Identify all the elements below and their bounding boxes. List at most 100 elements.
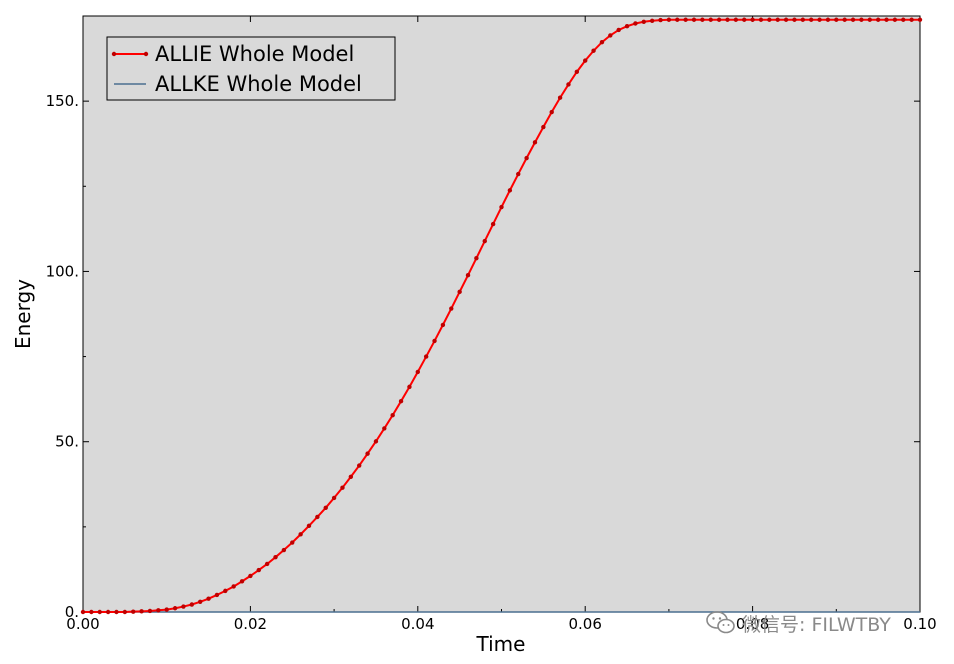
legend: ALLIE Whole Model ALLKE Whole Model — [106, 36, 396, 101]
data-point — [532, 140, 538, 145]
watermark-text: 微信号: FILWTBY — [742, 613, 891, 636]
data-point — [909, 17, 914, 22]
data-point — [440, 322, 446, 328]
data-point — [616, 27, 621, 33]
x-tick-label: 0.00 — [66, 615, 99, 633]
data-point — [683, 17, 688, 22]
data-point — [867, 17, 872, 22]
data-point — [357, 463, 362, 468]
data-point — [775, 17, 780, 22]
data-point — [859, 17, 864, 22]
legend-label-allie: ALLIE Whole Model — [155, 42, 354, 66]
data-point — [214, 592, 220, 598]
data-point — [658, 17, 663, 23]
legend-box — [106, 36, 396, 101]
legend-marker-allie — [143, 51, 149, 57]
data-point — [432, 338, 437, 344]
data-point — [750, 17, 755, 22]
data-point — [264, 561, 270, 567]
data-point — [407, 384, 412, 390]
data-point — [172, 606, 178, 611]
data-point — [499, 204, 504, 210]
y-axis-title: Energy — [11, 279, 35, 349]
data-point — [691, 17, 697, 22]
data-point — [708, 17, 713, 22]
data-point — [516, 171, 521, 177]
data-point — [599, 40, 605, 45]
data-point — [574, 69, 580, 75]
data-point — [114, 609, 119, 615]
data-point — [850, 17, 856, 22]
data-point — [549, 109, 554, 115]
x-tick-label: 0.06 — [568, 615, 601, 633]
data-point — [800, 17, 806, 22]
data-point — [206, 596, 211, 601]
data-point — [624, 24, 630, 29]
data-point — [725, 17, 730, 22]
data-point — [591, 48, 596, 53]
data-point — [248, 573, 253, 579]
data-point — [457, 289, 462, 295]
data-point — [197, 599, 203, 604]
y-tick-label: 50. — [55, 433, 79, 451]
data-point — [340, 485, 345, 490]
data-point — [181, 604, 186, 609]
data-point — [700, 17, 705, 22]
data-point — [884, 17, 889, 22]
data-point — [474, 255, 479, 261]
data-point — [281, 547, 287, 553]
data-point — [675, 17, 680, 22]
data-point — [834, 17, 839, 22]
data-point — [97, 609, 102, 615]
data-point — [390, 412, 395, 418]
x-tick-label: 0.10 — [903, 615, 936, 633]
data-point — [875, 17, 881, 22]
data-point — [239, 579, 245, 584]
data-point — [131, 609, 136, 614]
data-point — [465, 272, 471, 278]
data-point — [608, 33, 613, 38]
data-point — [825, 17, 831, 22]
data-point — [792, 17, 797, 22]
data-point — [783, 17, 789, 22]
data-point — [808, 17, 814, 22]
data-point — [382, 426, 387, 431]
data-point — [490, 221, 496, 227]
wechat-icon — [706, 611, 735, 634]
data-point — [733, 17, 739, 22]
data-point — [273, 554, 278, 560]
data-point — [365, 451, 370, 456]
data-point — [742, 17, 747, 22]
data-point — [557, 95, 563, 100]
data-point — [223, 588, 228, 594]
data-point — [892, 17, 898, 22]
data-point — [482, 238, 487, 244]
data-point — [415, 369, 420, 375]
data-point — [373, 439, 379, 444]
data-point — [139, 609, 144, 614]
y-tick-label: 0. — [65, 603, 79, 621]
watermark: 微信号: FILWTBY — [706, 608, 891, 638]
data-point — [716, 17, 722, 22]
data-point — [323, 505, 328, 510]
plot-area — [82, 15, 921, 613]
data-point — [541, 124, 546, 130]
data-point — [583, 58, 588, 63]
x-tick-label: 0.08 — [736, 615, 769, 633]
data-point — [147, 608, 153, 614]
data-point — [901, 17, 906, 22]
data-point — [189, 602, 195, 607]
data-point — [641, 19, 646, 24]
data-point — [649, 18, 655, 23]
data-point — [633, 21, 638, 26]
legend-label-allke: ALLKE Whole Model — [155, 72, 362, 96]
data-point — [231, 584, 236, 589]
data-point — [80, 609, 86, 615]
data-point — [348, 474, 354, 479]
data-point — [156, 608, 161, 613]
data-point — [507, 188, 513, 193]
data-point — [398, 398, 404, 404]
data-point — [842, 17, 847, 22]
data-point — [290, 540, 295, 545]
